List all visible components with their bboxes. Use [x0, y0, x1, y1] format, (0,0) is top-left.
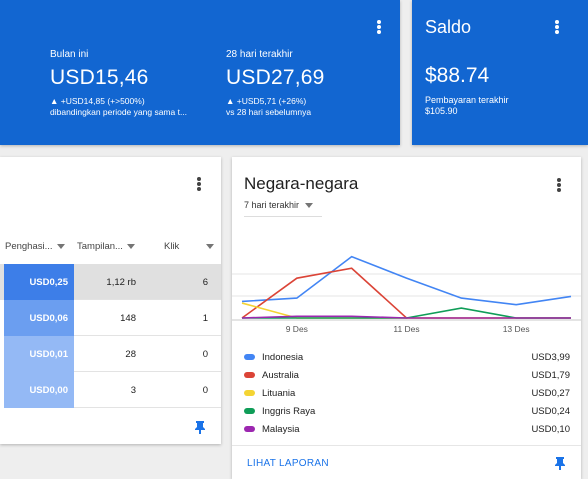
metric-label: 28 hari terakhir	[226, 49, 293, 60]
column-header-label: Tampilan...	[77, 241, 123, 252]
metric-label: Bulan ini	[50, 49, 89, 60]
table-row[interactable]: USD0,25 1,12 rb 6	[0, 264, 221, 300]
earnings-cell: USD0,25	[4, 264, 74, 300]
column-header-earnings[interactable]: Penghasi...	[5, 241, 65, 252]
legend-value: USD0,10	[531, 423, 570, 435]
row-divider	[74, 407, 221, 408]
metric-this-month: Bulan ini USD15,46 ▲ +USD14,85 (+>500%) …	[50, 49, 210, 118]
legend-country: Lituania	[262, 387, 296, 399]
legend-swatch	[244, 408, 255, 414]
countries-line-chart: 9 Des 11 Des 13 Des	[232, 255, 581, 334]
metric-value: USD15,46	[50, 66, 149, 89]
view-report-link[interactable]: LIHAT LAPORAN	[247, 458, 329, 469]
countries-card: Negara-negara 7 hari terakhir 9 Des 11 De…	[232, 157, 581, 479]
legend-swatch	[244, 354, 255, 360]
balance-title: Saldo	[425, 17, 472, 37]
table-row[interactable]: USD0,00 3 0	[0, 372, 221, 408]
legend-swatch	[244, 390, 255, 396]
balance-card: Saldo $88.74 Pembayaran terakhir $105.90	[412, 0, 588, 145]
last-payment-value: $105.90	[425, 106, 458, 116]
clicks-cell: 0	[202, 348, 208, 360]
legend-item: Lituania USD0,27	[244, 384, 570, 402]
chevron-down-icon	[305, 202, 314, 208]
metric-change: ▲ +USD14,85 (+>500%)	[50, 96, 145, 106]
series-line-indonesia	[241, 255, 572, 306]
sort-arrow-icon	[56, 244, 65, 249]
earnings-cell: USD0,06	[4, 300, 74, 336]
table-card: Penghasi... Tampilan... Klik USD0,25 1,12…	[0, 157, 221, 444]
table-row[interactable]: USD0,01 28 0	[0, 336, 221, 372]
table-row[interactable]: USD0,06 148 1	[0, 300, 221, 336]
row-divider	[74, 371, 221, 372]
legend-item: Australia USD1,79	[244, 366, 570, 384]
legend-value: USD1,79	[531, 369, 570, 381]
balance-more-icon[interactable]	[555, 20, 559, 34]
countries-more-icon[interactable]	[557, 178, 561, 192]
views-cell: 1,12 rb	[106, 276, 136, 288]
series-line-malaysia	[241, 315, 571, 319]
views-cell: 3	[130, 384, 136, 396]
period-dropdown-label: 7 hari terakhir	[244, 200, 300, 210]
legend-value: USD0,24	[531, 405, 570, 417]
metric-comparison: vs 28 hari sebelumnya	[226, 107, 312, 117]
legend-item: Indonesia USD3,99	[244, 348, 570, 366]
period-dropdown[interactable]: 7 hari terakhir	[244, 200, 322, 217]
row-divider	[74, 335, 221, 336]
sort-arrow-icon	[206, 244, 214, 249]
column-header-clicks[interactable]: Klik	[164, 241, 214, 252]
legend-swatch	[244, 426, 255, 432]
legend-item: Malaysia USD0,10	[244, 420, 570, 438]
divider	[232, 445, 581, 446]
legend-value: USD0,27	[531, 387, 570, 399]
metric-last-28-days: 28 hari terakhir USD27,69 ▲ +USD5,71 (+2…	[226, 49, 386, 118]
metric-change: ▲ +USD5,71 (+26%)	[226, 96, 307, 106]
legend-country: Australia	[262, 369, 299, 381]
series-line-australia	[241, 267, 571, 319]
legend-value: USD3,99	[531, 351, 570, 363]
views-cell: 148	[120, 312, 136, 324]
x-tick-label: 13 Des	[503, 324, 530, 334]
x-tick-label: 11 Des	[393, 324, 419, 334]
clicks-cell: 0	[202, 384, 208, 396]
metric-value: USD27,69	[226, 66, 325, 89]
x-tick-label: 9 Des	[286, 324, 308, 334]
legend-item: Inggris Raya USD0,24	[244, 402, 570, 420]
legend-country: Malaysia	[262, 423, 300, 435]
countries-title: Negara-negara	[244, 174, 359, 193]
sort-arrow-icon	[126, 244, 135, 249]
balance-amount: $88.74	[425, 64, 490, 87]
earnings-cell: USD0,01	[4, 336, 74, 372]
pin-icon[interactable]	[194, 420, 206, 434]
legend-country: Indonesia	[262, 351, 304, 363]
legend-country: Inggris Raya	[262, 405, 316, 417]
column-header-label: Penghasi...	[5, 241, 53, 252]
earnings-card: Bulan ini USD15,46 ▲ +USD14,85 (+>500%) …	[0, 0, 400, 145]
column-header-views[interactable]: Tampilan...	[77, 241, 135, 252]
legend-swatch	[244, 372, 255, 378]
last-payment: Pembayaran terakhir $105.90	[425, 95, 509, 117]
last-payment-label: Pembayaran terakhir	[425, 95, 509, 105]
table-more-icon[interactable]	[197, 177, 201, 191]
row-divider	[74, 299, 221, 300]
earnings-more-icon[interactable]	[377, 20, 381, 34]
earnings-cell: USD0,00	[4, 372, 74, 408]
views-cell: 28	[125, 348, 136, 360]
column-header-label: Klik	[164, 241, 180, 252]
clicks-cell: 1	[202, 312, 208, 324]
clicks-cell: 6	[202, 276, 208, 288]
pin-icon[interactable]	[554, 456, 566, 470]
metric-comparison: dibandingkan periode yang sama t...	[50, 107, 188, 117]
